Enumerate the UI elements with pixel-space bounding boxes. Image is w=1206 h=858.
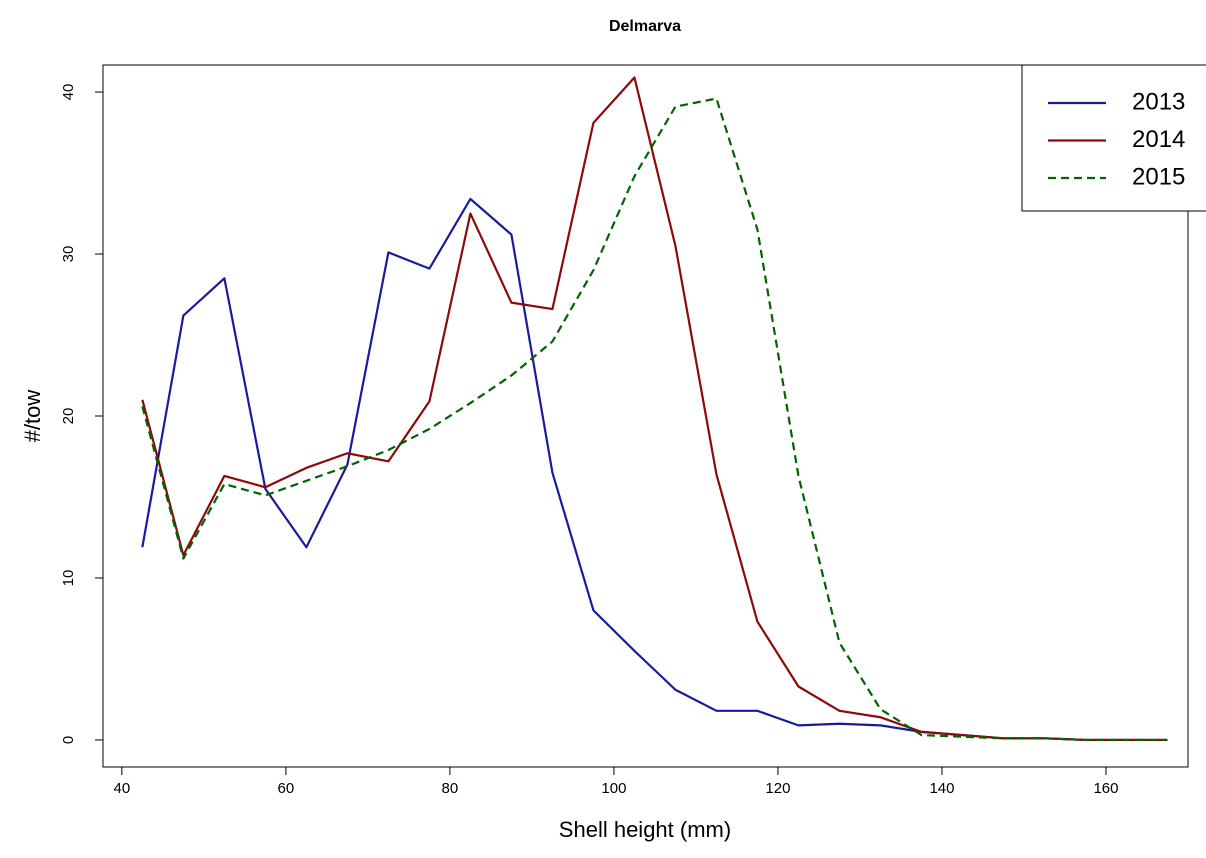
- legend-box: [1021, 64, 1206, 212]
- y-tick-label: 0: [60, 736, 77, 744]
- chart-title: Delmarva: [609, 18, 681, 35]
- x-tick-label: 40: [114, 780, 131, 797]
- y-tick-label: 10: [60, 570, 77, 587]
- data-line: [141, 76, 1168, 742]
- x-tick-label: 100: [601, 780, 626, 797]
- data-line: [141, 197, 1168, 742]
- x-tick-label: 120: [765, 780, 790, 797]
- legend-label: 2013: [1132, 88, 1185, 115]
- y-tick-label: 40: [60, 84, 77, 101]
- legend-label: 2014: [1132, 126, 1185, 153]
- x-tick-label: 140: [929, 780, 954, 797]
- y-axis-label: #/tow: [20, 390, 45, 443]
- x-tick-label: 60: [278, 780, 295, 797]
- y-tick-label: 20: [60, 408, 77, 425]
- x-tick-label: 160: [1093, 780, 1118, 797]
- legend-label: 2015: [1132, 163, 1185, 190]
- data-line: [141, 97, 1168, 742]
- y-tick-label: 30: [60, 246, 77, 263]
- x-tick-label: 80: [442, 780, 459, 797]
- x-axis-label: Shell height (mm): [559, 817, 731, 842]
